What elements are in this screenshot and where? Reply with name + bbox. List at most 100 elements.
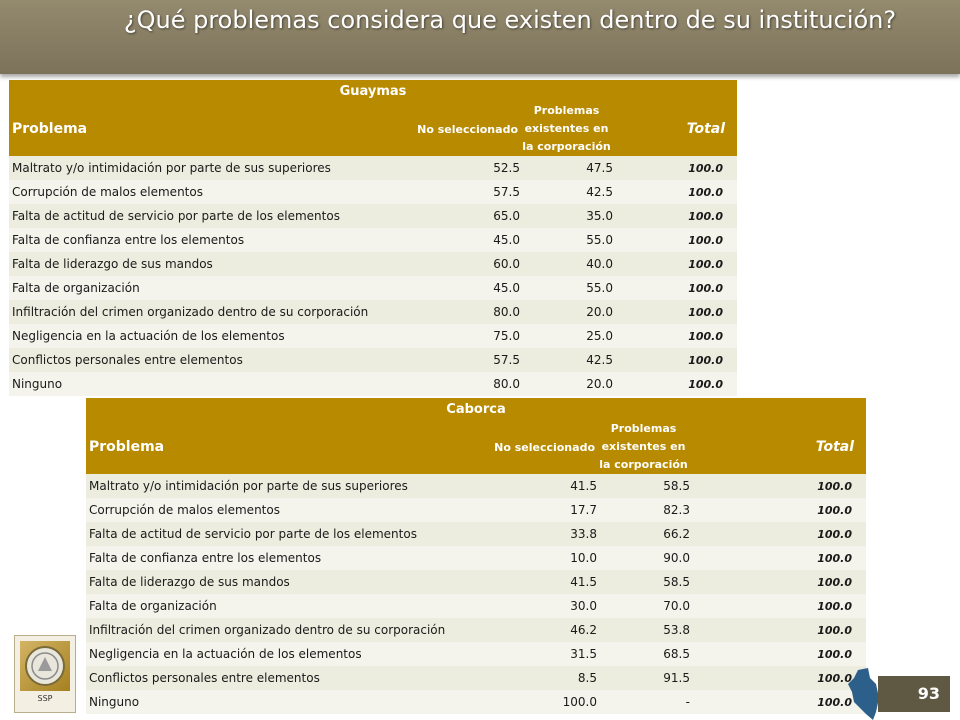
page-number-badge: 93 <box>878 676 950 712</box>
cell-no-seleccionado: 80.0 <box>401 372 520 396</box>
table-row: Conflictos personales entre elementos 57.… <box>9 348 738 372</box>
cell-no-seleccionado: 45.0 <box>401 276 520 300</box>
cell-existentes: - <box>597 690 690 714</box>
cell-total: 100.0 <box>613 204 738 228</box>
cell-total: 100.0 <box>690 666 867 690</box>
table-city-title: Guaymas <box>9 80 738 102</box>
cell-total: 100.0 <box>690 498 867 522</box>
cell-total: 100.0 <box>690 618 867 642</box>
cell-total: 100.0 <box>690 594 867 618</box>
cell-no-seleccionado: 100.0 <box>478 690 597 714</box>
table-guaymas: Guaymas Problema No seleccionado Problem… <box>9 80 738 396</box>
cell-problema: Falta de liderazgo de sus mandos <box>9 252 401 276</box>
header-total: Total <box>690 420 867 474</box>
table-row: Falta de organización 30.0 70.0 100.0 <box>86 594 867 618</box>
table-row: Maltrato y/o intimidación por parte de s… <box>86 474 867 498</box>
cell-problema: Maltrato y/o intimidación por parte de s… <box>86 474 478 498</box>
title-banner: ¿Qué problemas considera que existen den… <box>0 0 960 74</box>
ssp-seal-icon <box>20 641 70 691</box>
header-no-seleccionado: No seleccionado <box>478 420 597 474</box>
cell-existentes: 66.2 <box>597 522 690 546</box>
cell-total: 100.0 <box>613 156 738 180</box>
cell-no-seleccionado: 45.0 <box>401 228 520 252</box>
cell-problema: Conflictos personales entre elementos <box>9 348 401 372</box>
cell-problema: Falta de organización <box>86 594 478 618</box>
cell-existentes: 42.5 <box>520 348 613 372</box>
cell-existentes: 55.0 <box>520 228 613 252</box>
cell-problema: Falta de organización <box>9 276 401 300</box>
cell-total: 100.0 <box>690 522 867 546</box>
cell-no-seleccionado: 80.0 <box>401 300 520 324</box>
cell-no-seleccionado: 52.5 <box>401 156 520 180</box>
header-no-seleccionado: No seleccionado <box>401 102 520 156</box>
cell-existentes: 90.0 <box>597 546 690 570</box>
header-total: Total <box>613 102 738 156</box>
cell-no-seleccionado: 33.8 <box>478 522 597 546</box>
cell-no-seleccionado: 60.0 <box>401 252 520 276</box>
table-row: Falta de actitud de servicio por parte d… <box>86 522 867 546</box>
cell-problema: Ninguno <box>86 690 478 714</box>
cell-existentes: 58.5 <box>597 570 690 594</box>
cell-total: 100.0 <box>613 252 738 276</box>
table-row: Ninguno 80.0 20.0 100.0 <box>9 372 738 396</box>
header-problema: Problema <box>86 420 478 474</box>
cell-total: 100.0 <box>613 300 738 324</box>
header-problemas-existentes: Problemas existentes en la corporación <box>597 420 690 474</box>
cell-no-seleccionado: 41.5 <box>478 474 597 498</box>
cell-no-seleccionado: 57.5 <box>401 180 520 204</box>
table-row: Corrupción de malos elementos 17.7 82.3 100… <box>86 498 867 522</box>
cell-total: 100.0 <box>613 324 738 348</box>
cell-existentes: 35.0 <box>520 204 613 228</box>
cell-problema: Maltrato y/o intimidación por parte de s… <box>9 156 401 180</box>
header-problema: Problema <box>9 102 401 156</box>
table-row: Negligencia en la actuación de los eleme… <box>86 642 867 666</box>
table-row: Falta de confianza entre los elementos 45… <box>9 228 738 252</box>
cell-total: 100.0 <box>613 180 738 204</box>
cell-existentes: 68.5 <box>597 642 690 666</box>
table-row: Falta de actitud de servicio por parte d… <box>9 204 738 228</box>
cell-total: 100.0 <box>613 228 738 252</box>
table-row: Infiltración del crimen organizado dentr… <box>9 300 738 324</box>
cell-problema: Infiltración del crimen organizado dentr… <box>86 618 478 642</box>
page-title: ¿Qué problemas considera que existen den… <box>123 6 897 34</box>
cell-problema: Negligencia en la actuación de los eleme… <box>9 324 401 348</box>
cell-problema: Conflictos personales entre elementos <box>86 666 478 690</box>
table-row: Conflictos personales entre elementos 8.5… <box>86 666 867 690</box>
cell-problema: Falta de confianza entre los elementos <box>86 546 478 570</box>
cell-no-seleccionado: 57.5 <box>401 348 520 372</box>
cell-existentes: 47.5 <box>520 156 613 180</box>
cell-total: 100.0 <box>613 348 738 372</box>
table-row: Falta de liderazgo de sus mandos 60.0 40.0… <box>9 252 738 276</box>
cell-no-seleccionado: 75.0 <box>401 324 520 348</box>
ssp-logo: SSP <box>14 635 76 713</box>
logo-caption: SSP <box>37 694 53 703</box>
cell-no-seleccionado: 46.2 <box>478 618 597 642</box>
header-problemas-existentes: Problemas existentes en la corporación <box>520 102 613 156</box>
cell-existentes: 91.5 <box>597 666 690 690</box>
cell-total: 100.0 <box>690 546 867 570</box>
cell-existentes: 55.0 <box>520 276 613 300</box>
cell-no-seleccionado: 8.5 <box>478 666 597 690</box>
cell-problema: Falta de confianza entre los elementos <box>9 228 401 252</box>
table-row: Negligencia en la actuación de los eleme… <box>9 324 738 348</box>
table-row: Maltrato y/o intimidación por parte de s… <box>9 156 738 180</box>
sonora-map-icon <box>848 668 879 720</box>
cell-no-seleccionado: 65.0 <box>401 204 520 228</box>
table-row: Falta de liderazgo de sus mandos 41.5 58.5… <box>86 570 867 594</box>
cell-existentes: 53.8 <box>597 618 690 642</box>
cell-existentes: 20.0 <box>520 372 613 396</box>
cell-total: 100.0 <box>690 570 867 594</box>
cell-no-seleccionado: 30.0 <box>478 594 597 618</box>
cell-problema: Corrupción de malos elementos <box>86 498 478 522</box>
cell-existentes: 20.0 <box>520 300 613 324</box>
cell-problema: Falta de actitud de servicio por parte d… <box>86 522 478 546</box>
cell-existentes: 42.5 <box>520 180 613 204</box>
table-row: Corrupción de malos elementos 57.5 42.5 100… <box>9 180 738 204</box>
page-number: 93 <box>917 684 940 703</box>
cell-existentes: 40.0 <box>520 252 613 276</box>
table-row: Infiltración del crimen organizado dentr… <box>86 618 867 642</box>
cell-existentes: 82.3 <box>597 498 690 522</box>
table-row: Ninguno 100.0-100.0 <box>86 690 867 714</box>
cell-total: 100.0 <box>690 690 867 714</box>
cell-total: 100.0 <box>690 642 867 666</box>
